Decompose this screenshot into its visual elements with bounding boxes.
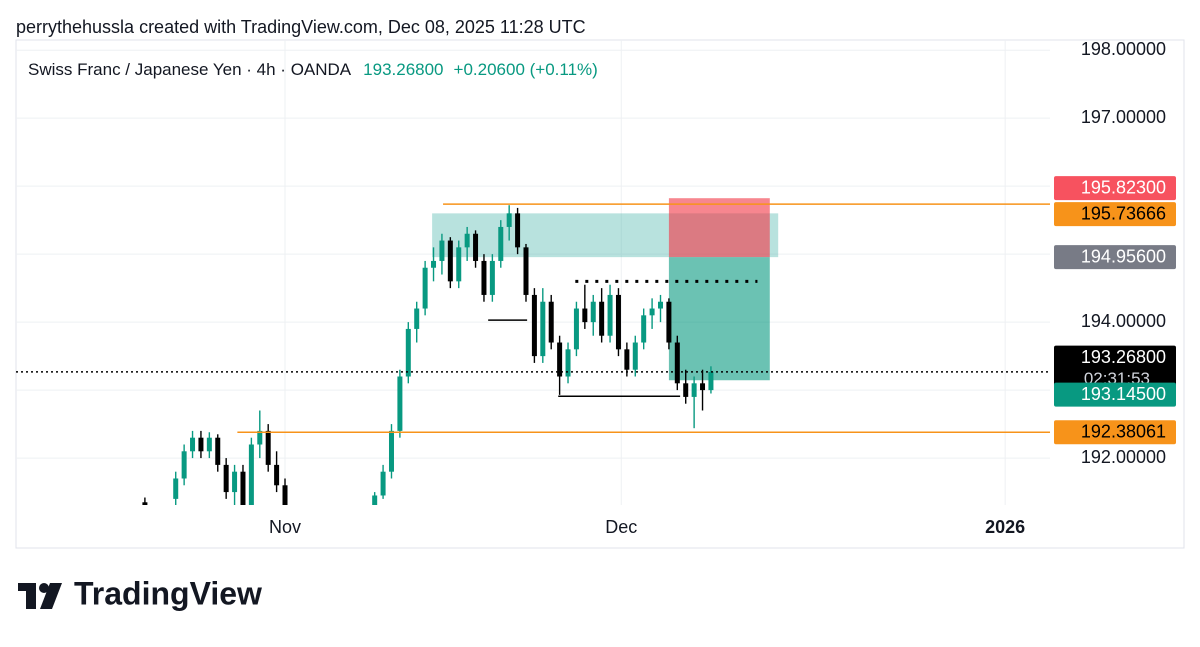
x-tick-label: 2026 xyxy=(985,517,1025,537)
candle-body xyxy=(498,226,504,261)
candle-body xyxy=(265,430,271,465)
candle-body xyxy=(557,342,563,377)
candle-body xyxy=(632,342,638,370)
candle-body xyxy=(481,260,487,295)
candle-body xyxy=(439,240,445,261)
candle-body xyxy=(232,471,238,493)
price-label: 195.73666 xyxy=(1081,203,1166,223)
candle-body xyxy=(649,308,655,316)
candle-body xyxy=(523,247,529,295)
candle-body xyxy=(540,301,546,357)
candle-body xyxy=(489,260,495,295)
candle-body xyxy=(206,437,212,452)
candle-body xyxy=(405,328,411,377)
brand: TradingView xyxy=(74,575,262,611)
candle-body xyxy=(173,478,179,499)
brand-logo xyxy=(18,583,62,609)
candle-body xyxy=(683,383,689,397)
candle-body xyxy=(215,437,221,465)
legend-price: 193.26800 xyxy=(363,60,443,79)
candle-body xyxy=(380,471,386,496)
candle-body xyxy=(142,502,148,505)
candle-body xyxy=(700,383,706,391)
candle-body xyxy=(624,349,630,370)
y-tick-label: 197.00000 xyxy=(1081,107,1166,127)
zone xyxy=(668,257,770,381)
candle-body xyxy=(590,301,596,323)
candle-body xyxy=(708,371,714,391)
x-tick-label: Dec xyxy=(605,517,637,537)
candle-body xyxy=(515,213,521,248)
candle-body xyxy=(181,451,187,479)
y-tick-label: 194.00000 xyxy=(1081,311,1166,331)
candle-body xyxy=(198,437,204,452)
zone xyxy=(668,198,770,258)
price-label-box xyxy=(1054,245,1176,270)
candle-body xyxy=(691,383,697,397)
candle-body xyxy=(422,267,428,309)
candle-body xyxy=(190,437,196,452)
candle-body xyxy=(674,342,680,384)
price-label: 193.26800 xyxy=(1081,347,1166,367)
candle-body xyxy=(223,464,229,493)
candle-body xyxy=(548,301,554,343)
x-tick-label: Nov xyxy=(269,517,301,537)
candle-body xyxy=(447,240,453,282)
price-label-box xyxy=(1054,420,1176,445)
candle-body xyxy=(573,308,579,350)
candle-body xyxy=(414,308,420,329)
legend-change: +0.20600 (+0.11%) xyxy=(454,60,598,79)
candle-body xyxy=(464,233,470,248)
candle-body xyxy=(248,444,254,505)
candle-body xyxy=(388,430,394,472)
price-label-box xyxy=(1054,176,1176,201)
candle-body xyxy=(599,301,605,336)
legend: Swiss Franc / Japanese Yen · 4h · OANDA 1… xyxy=(28,60,598,79)
candle-body xyxy=(274,464,280,486)
candle-body xyxy=(372,495,378,505)
price-label: 192.38061 xyxy=(1081,421,1166,441)
candle-body xyxy=(257,430,263,445)
candle-body xyxy=(240,471,246,505)
candle-body xyxy=(397,376,403,431)
candle-body xyxy=(431,260,437,268)
candle-body xyxy=(666,301,672,343)
candle-body xyxy=(506,213,512,227)
y-tick-label: 192.00000 xyxy=(1081,447,1166,467)
frame xyxy=(15,39,1185,549)
price-label-box xyxy=(1054,382,1176,407)
price-label-box xyxy=(1054,345,1176,392)
price-label: 194.95600 xyxy=(1081,246,1166,266)
candle-body xyxy=(657,301,663,309)
candle-body xyxy=(456,247,462,282)
candle-body xyxy=(531,294,537,357)
price-label: 193.14500 xyxy=(1081,384,1166,404)
candle-body xyxy=(473,233,479,261)
candle-body xyxy=(607,294,613,336)
candle-body xyxy=(641,315,647,343)
price-label: 195.82300 xyxy=(1081,177,1166,197)
price-label-box xyxy=(1054,202,1176,227)
legend-symbol: Swiss Franc / Japanese Yen · 4h · OANDA xyxy=(28,60,352,79)
y-tick-label: 198.00000 xyxy=(1081,39,1166,59)
candle-body xyxy=(615,294,621,350)
candle-body xyxy=(582,308,588,323)
candle-body xyxy=(282,485,288,505)
header: perrythehussla created with TradingView.… xyxy=(16,17,586,37)
candle-body xyxy=(565,349,571,377)
